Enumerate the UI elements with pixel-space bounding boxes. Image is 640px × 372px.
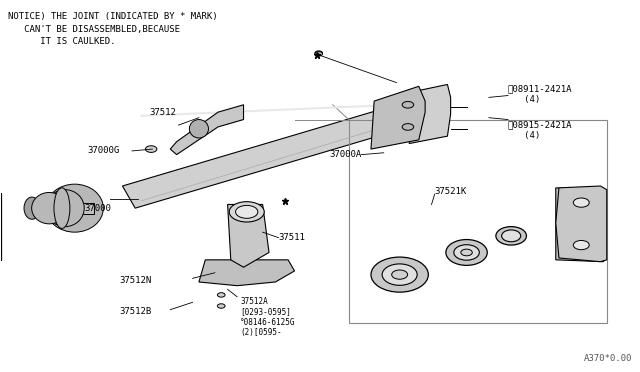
- Text: 37511: 37511: [278, 233, 305, 242]
- Text: NOTICE) THE JOINT (INDICATED BY * MARK)
   CAN'T BE DISASSEMBLED,BECAUSE
      I: NOTICE) THE JOINT (INDICATED BY * MARK) …: [8, 13, 218, 46]
- Ellipse shape: [31, 192, 67, 224]
- Ellipse shape: [573, 240, 589, 250]
- Ellipse shape: [392, 270, 408, 279]
- Ellipse shape: [46, 190, 84, 227]
- Ellipse shape: [218, 293, 225, 297]
- Polygon shape: [409, 84, 451, 144]
- Text: 37512: 37512: [149, 108, 176, 117]
- Polygon shape: [556, 186, 607, 262]
- Ellipse shape: [236, 205, 258, 218]
- Text: A370*0.00: A370*0.00: [584, 354, 632, 363]
- Text: ⓝ08915-2421A
   (4): ⓝ08915-2421A (4): [508, 120, 573, 140]
- Ellipse shape: [402, 102, 413, 108]
- Text: 37512B: 37512B: [119, 307, 152, 316]
- Ellipse shape: [218, 304, 225, 308]
- Text: 37000G: 37000G: [88, 147, 120, 155]
- Ellipse shape: [502, 230, 521, 242]
- Text: 37000A: 37000A: [329, 150, 362, 159]
- Polygon shape: [170, 105, 244, 155]
- Text: 37521K: 37521K: [435, 187, 467, 196]
- Ellipse shape: [24, 197, 40, 219]
- Polygon shape: [33, 203, 94, 214]
- Text: 37512N: 37512N: [119, 276, 152, 285]
- Ellipse shape: [315, 51, 323, 55]
- Ellipse shape: [454, 245, 479, 260]
- Ellipse shape: [461, 249, 472, 256]
- Ellipse shape: [371, 257, 428, 292]
- Ellipse shape: [189, 119, 209, 138]
- Ellipse shape: [573, 198, 589, 207]
- Text: 37000: 37000: [84, 203, 111, 213]
- Ellipse shape: [315, 52, 323, 56]
- Ellipse shape: [402, 124, 413, 130]
- Polygon shape: [371, 86, 425, 149]
- Ellipse shape: [145, 146, 157, 153]
- Ellipse shape: [46, 184, 103, 232]
- Ellipse shape: [54, 188, 70, 228]
- Ellipse shape: [229, 202, 264, 222]
- Polygon shape: [199, 260, 294, 286]
- Polygon shape: [228, 205, 269, 267]
- Bar: [349, 119, 607, 323]
- Ellipse shape: [382, 264, 417, 285]
- Text: ⓝ08911-2421A
   (4): ⓝ08911-2421A (4): [508, 85, 573, 104]
- Text: 37512A
[0293-0595]
°08146-6125G
(2)[0595-: 37512A [0293-0595] °08146-6125G (2)[0595…: [241, 297, 296, 337]
- Ellipse shape: [496, 227, 527, 245]
- Ellipse shape: [446, 240, 487, 265]
- Polygon shape: [122, 105, 409, 208]
- Polygon shape: [556, 188, 604, 262]
